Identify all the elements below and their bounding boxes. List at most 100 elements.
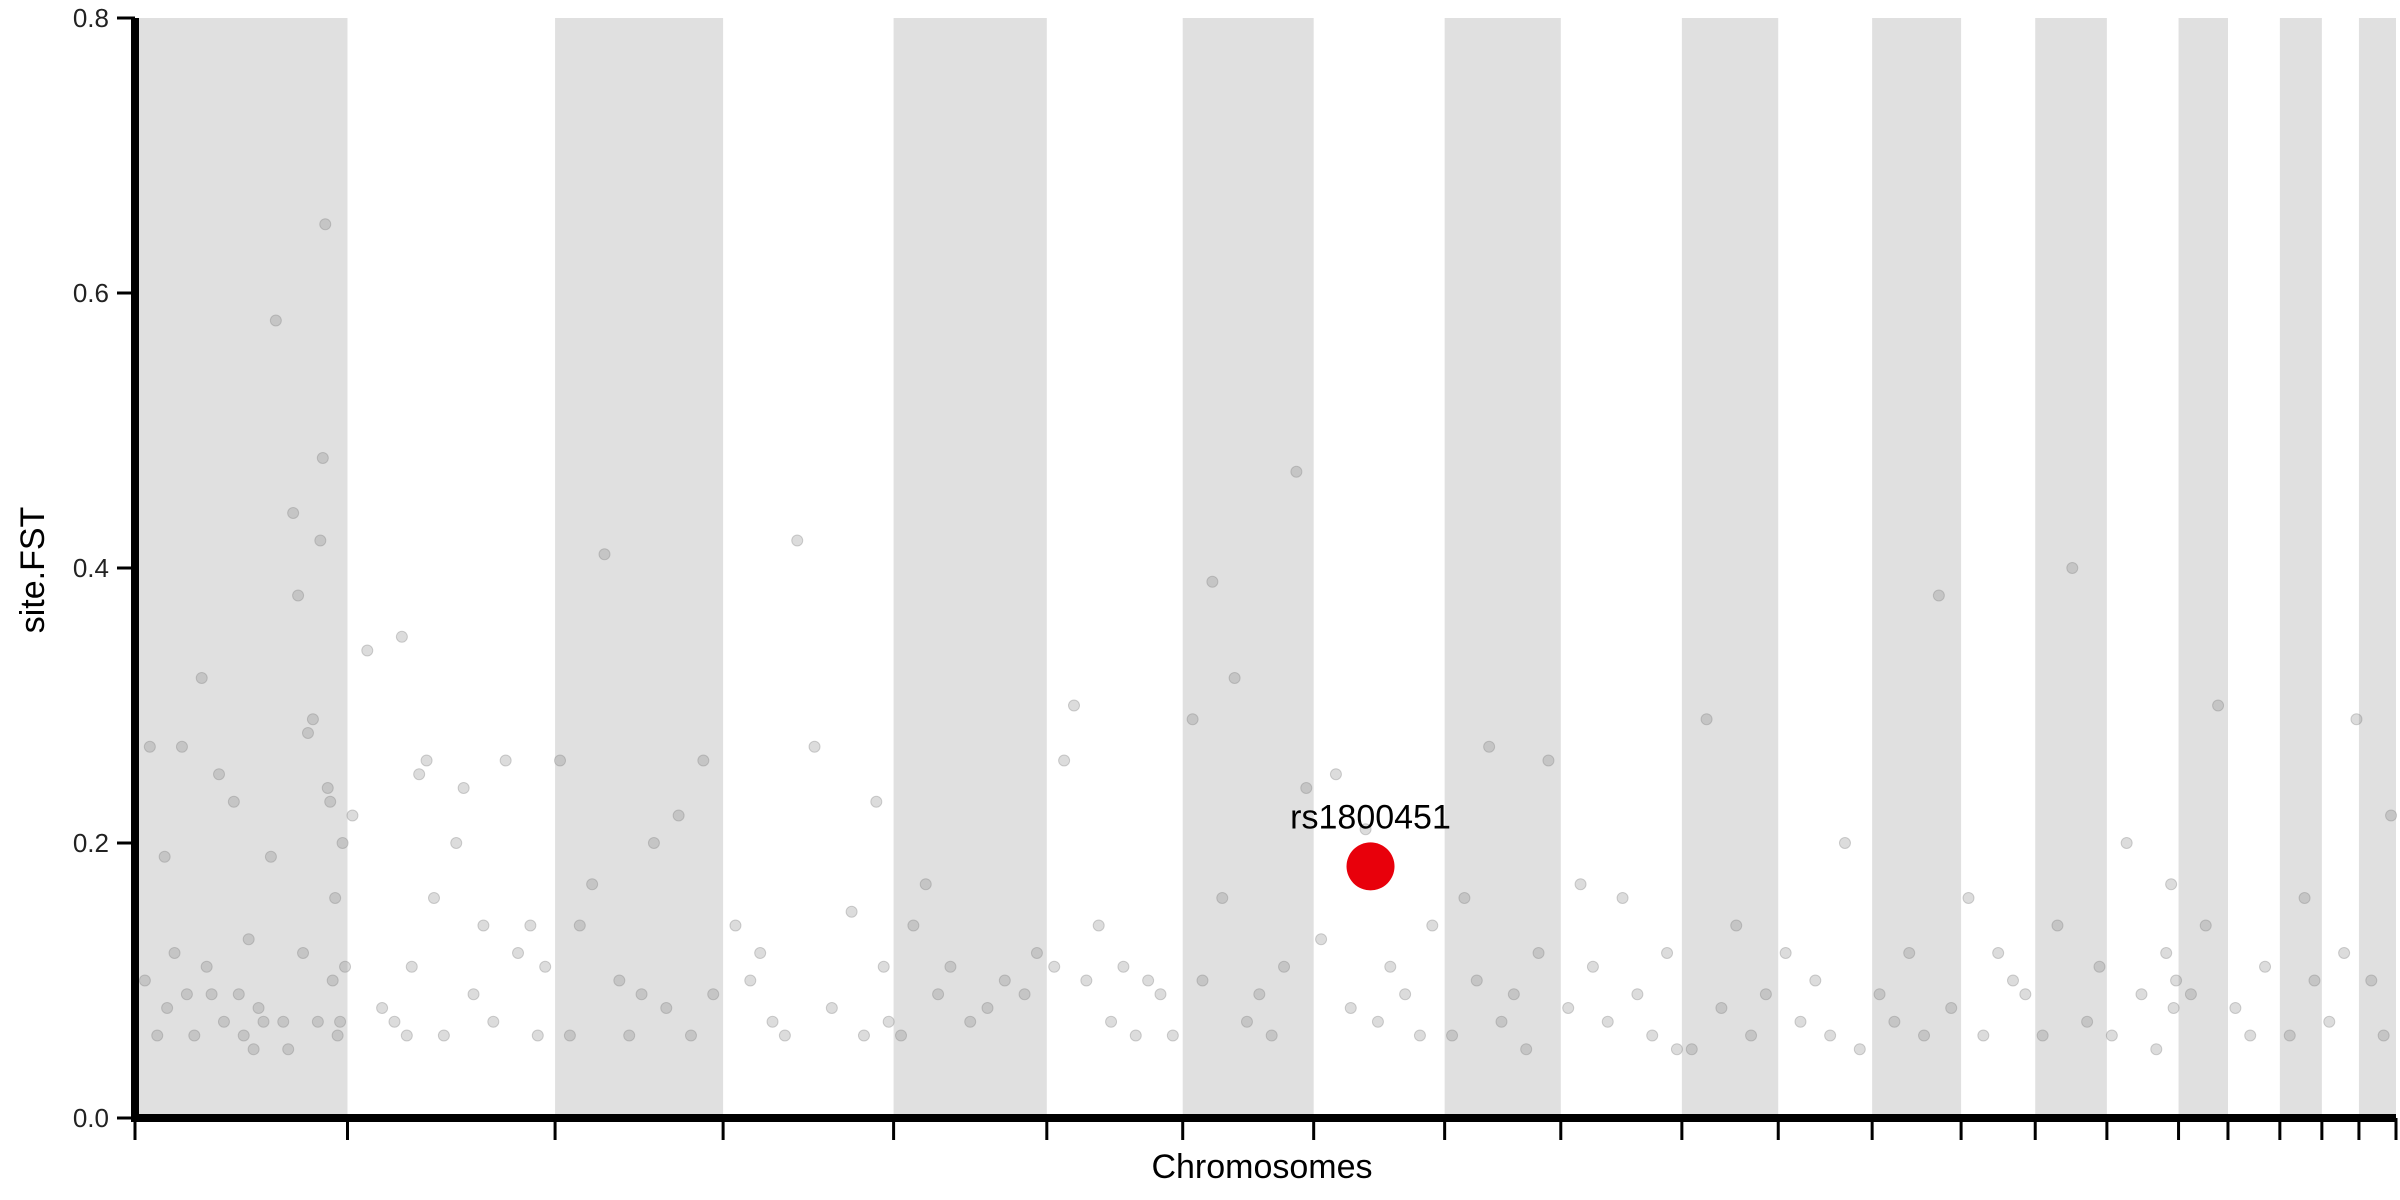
- snp-point: [647, 837, 660, 849]
- snp-point: [998, 974, 1011, 987]
- snp-point: [297, 947, 310, 959]
- chromosome-bands: [135, 18, 2396, 1118]
- snp-point: [158, 850, 171, 863]
- chromosome-band-21: [2358, 18, 2396, 1118]
- snp-point: [143, 740, 156, 753]
- snp-point: [586, 878, 599, 891]
- snp-point: [388, 1015, 401, 1028]
- snp-point: [2170, 974, 2183, 987]
- snp-point: [232, 988, 245, 1001]
- snp-point: [1759, 988, 1772, 1001]
- snp-point: [2377, 1029, 2390, 1042]
- snp-point: [138, 974, 151, 987]
- snp-point: [2160, 947, 2173, 959]
- snp-point: [1853, 1043, 1866, 1056]
- snp-point: [825, 1002, 838, 1014]
- snp-point: [477, 919, 490, 932]
- snp-point: [1228, 672, 1241, 684]
- snp-point: [2105, 1029, 2118, 1042]
- snp-point: [2283, 1029, 2296, 1042]
- y-tick-label-4: 0.8: [73, 3, 109, 33]
- snp-point: [2385, 809, 2398, 822]
- snp-point: [306, 713, 319, 726]
- snp-point: [919, 878, 932, 891]
- snp-point: [857, 1029, 870, 1042]
- snp-point: [1058, 754, 1071, 767]
- snp-point: [287, 507, 300, 519]
- y-ticks: 0.0 0.2 0.4 0.6 0.8: [73, 3, 135, 1133]
- snp-point: [457, 782, 470, 794]
- snp-point: [151, 1029, 164, 1042]
- snp-point: [613, 974, 626, 987]
- snp-point: [1105, 1015, 1118, 1028]
- snp-point: [329, 892, 342, 904]
- snp-point: [1446, 1029, 1459, 1042]
- snp-points: [138, 218, 2398, 1056]
- snp-point: [413, 768, 426, 781]
- snp-point: [316, 452, 329, 464]
- snp-point: [1838, 837, 1851, 849]
- snp-point: [319, 218, 332, 231]
- snp-point: [175, 740, 188, 753]
- snp-point: [1329, 768, 1342, 781]
- y-tick-label-2: 0.4: [73, 553, 109, 583]
- x-axis-title: Chromosomes: [1151, 1148, 1372, 1186]
- snp-point: [1495, 1015, 1508, 1028]
- snp-point: [1715, 1002, 1728, 1014]
- snp-point: [1824, 1029, 1837, 1042]
- snp-point: [2135, 988, 2148, 1001]
- snp-point: [672, 809, 685, 822]
- snp-point: [1413, 1029, 1426, 1042]
- snp-point: [539, 960, 552, 973]
- snp-point: [778, 1029, 791, 1042]
- snp-point: [227, 795, 240, 808]
- snp-point: [932, 988, 945, 1001]
- snp-point: [1265, 1029, 1278, 1042]
- snp-point: [2199, 919, 2212, 932]
- snp-point: [321, 782, 334, 794]
- snp-point: [487, 1015, 500, 1028]
- snp-point: [1932, 589, 1945, 602]
- snp-point: [877, 960, 890, 973]
- snp-point: [531, 1029, 544, 1042]
- snp-point: [180, 988, 193, 1001]
- snp-point: [1888, 1015, 1901, 1028]
- snp-point: [2338, 947, 2351, 959]
- highlighted-snp: rs1800451: [1290, 798, 1451, 891]
- snp-point: [2081, 1015, 2094, 1028]
- snp-point: [660, 1002, 673, 1014]
- snp-point: [635, 988, 648, 1001]
- snp-point: [1206, 575, 1219, 588]
- snp-point: [1532, 947, 1545, 959]
- snp-point: [331, 1029, 344, 1042]
- chromosome-band-9: [1444, 18, 1561, 1118]
- snp-point: [2298, 892, 2311, 904]
- snp-point: [336, 837, 349, 849]
- snp-point: [870, 795, 883, 808]
- y-tick-label-3: 0.6: [73, 278, 109, 308]
- snp-point: [213, 768, 226, 781]
- snp-point: [2066, 562, 2079, 574]
- chromosome-band-15: [2035, 18, 2107, 1118]
- chromosome-band-19: [2279, 18, 2322, 1118]
- snp-point: [1092, 919, 1105, 932]
- chromosome-band-1: [135, 18, 348, 1118]
- snp-point: [361, 644, 374, 657]
- snp-point: [161, 1002, 174, 1014]
- highlighted-snp-point: [1346, 842, 1395, 891]
- snp-point: [467, 988, 480, 1001]
- snp-point: [2212, 699, 2225, 712]
- snp-point: [277, 1015, 290, 1028]
- snp-point: [1700, 713, 1713, 726]
- snp-point: [1873, 988, 1886, 1001]
- chromosome-band-17: [2178, 18, 2228, 1118]
- snp-point: [1080, 974, 1093, 987]
- snp-point: [697, 754, 710, 767]
- snp-point: [2259, 960, 2272, 973]
- snp-point: [2350, 713, 2363, 726]
- snp-point: [1962, 892, 1975, 904]
- snp-point: [314, 534, 327, 547]
- snp-point: [2150, 1043, 2163, 1056]
- snp-point: [707, 988, 720, 1001]
- snp-point: [311, 1015, 324, 1028]
